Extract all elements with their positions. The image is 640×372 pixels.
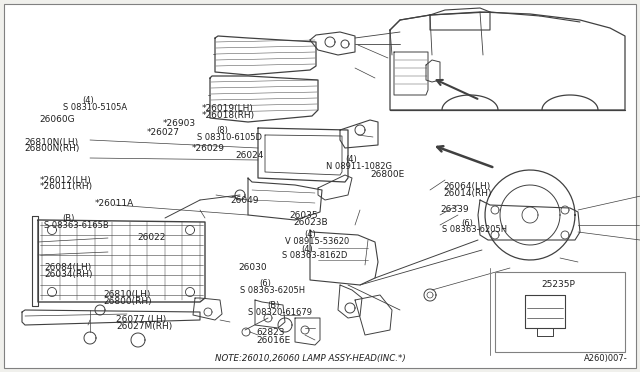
Text: (4): (4) xyxy=(82,96,93,105)
Text: *26012(LH): *26012(LH) xyxy=(40,176,92,185)
Text: (4): (4) xyxy=(301,245,312,254)
Text: V 08915-53620: V 08915-53620 xyxy=(285,237,349,246)
Text: *26019(LH): *26019(LH) xyxy=(202,104,253,113)
Text: S 08363-6205H: S 08363-6205H xyxy=(442,225,507,234)
Text: 25235P: 25235P xyxy=(541,280,575,289)
Text: 26022: 26022 xyxy=(138,233,166,242)
Text: 26024: 26024 xyxy=(236,151,264,160)
Text: 26016E: 26016E xyxy=(256,336,291,345)
Text: 26049: 26049 xyxy=(230,196,259,205)
Text: 26035: 26035 xyxy=(289,211,318,220)
Text: 62823: 62823 xyxy=(256,328,285,337)
Text: *26011(RH): *26011(RH) xyxy=(40,182,93,191)
Text: (6): (6) xyxy=(461,219,473,228)
Text: (8): (8) xyxy=(216,126,228,135)
Text: (B): (B) xyxy=(63,214,75,223)
Text: *26903: *26903 xyxy=(163,119,196,128)
Text: A260)007-: A260)007- xyxy=(584,353,628,362)
Text: S 08363-6165B: S 08363-6165B xyxy=(44,221,108,230)
Text: S 08310-5105A: S 08310-5105A xyxy=(63,103,127,112)
Text: 26810N(LH): 26810N(LH) xyxy=(24,138,79,147)
Text: 26800(RH): 26800(RH) xyxy=(104,297,152,306)
Text: 26023B: 26023B xyxy=(293,218,328,227)
Text: 26034(RH): 26034(RH) xyxy=(45,270,93,279)
Text: 26060G: 26060G xyxy=(40,115,76,124)
Text: S 08320-61679: S 08320-61679 xyxy=(248,308,312,317)
Text: *26011A: *26011A xyxy=(95,199,134,208)
Text: S 08363-6205H: S 08363-6205H xyxy=(240,286,305,295)
Text: (4): (4) xyxy=(304,230,316,239)
Text: *26027: *26027 xyxy=(147,128,180,137)
Text: (6): (6) xyxy=(259,279,271,288)
Text: (B): (B) xyxy=(268,301,280,310)
Text: *26018(RH): *26018(RH) xyxy=(202,111,255,120)
Text: N 08911-1082G: N 08911-1082G xyxy=(326,162,392,171)
Text: 26084(LH): 26084(LH) xyxy=(45,263,92,272)
Text: (4): (4) xyxy=(346,155,357,164)
Text: S 08310-6105D: S 08310-6105D xyxy=(197,133,262,142)
Text: S 08363-8162D: S 08363-8162D xyxy=(282,251,347,260)
Text: 26064(LH): 26064(LH) xyxy=(444,182,491,191)
Text: *26029: *26029 xyxy=(192,144,225,153)
Text: 26339: 26339 xyxy=(440,205,469,214)
Text: 26077 (LH): 26077 (LH) xyxy=(116,315,167,324)
Text: NOTE:26010,26060 LAMP ASSY-HEAD(INC.*): NOTE:26010,26060 LAMP ASSY-HEAD(INC.*) xyxy=(214,353,405,362)
Bar xyxy=(495,272,625,352)
Text: 26800E: 26800E xyxy=(370,170,404,179)
Text: 26014(RH): 26014(RH) xyxy=(444,189,492,198)
Text: 26030: 26030 xyxy=(239,263,268,272)
Text: 26027M(RH): 26027M(RH) xyxy=(116,322,173,331)
Text: 26810(LH): 26810(LH) xyxy=(104,290,151,299)
Text: 26800N(RH): 26800N(RH) xyxy=(24,144,80,153)
